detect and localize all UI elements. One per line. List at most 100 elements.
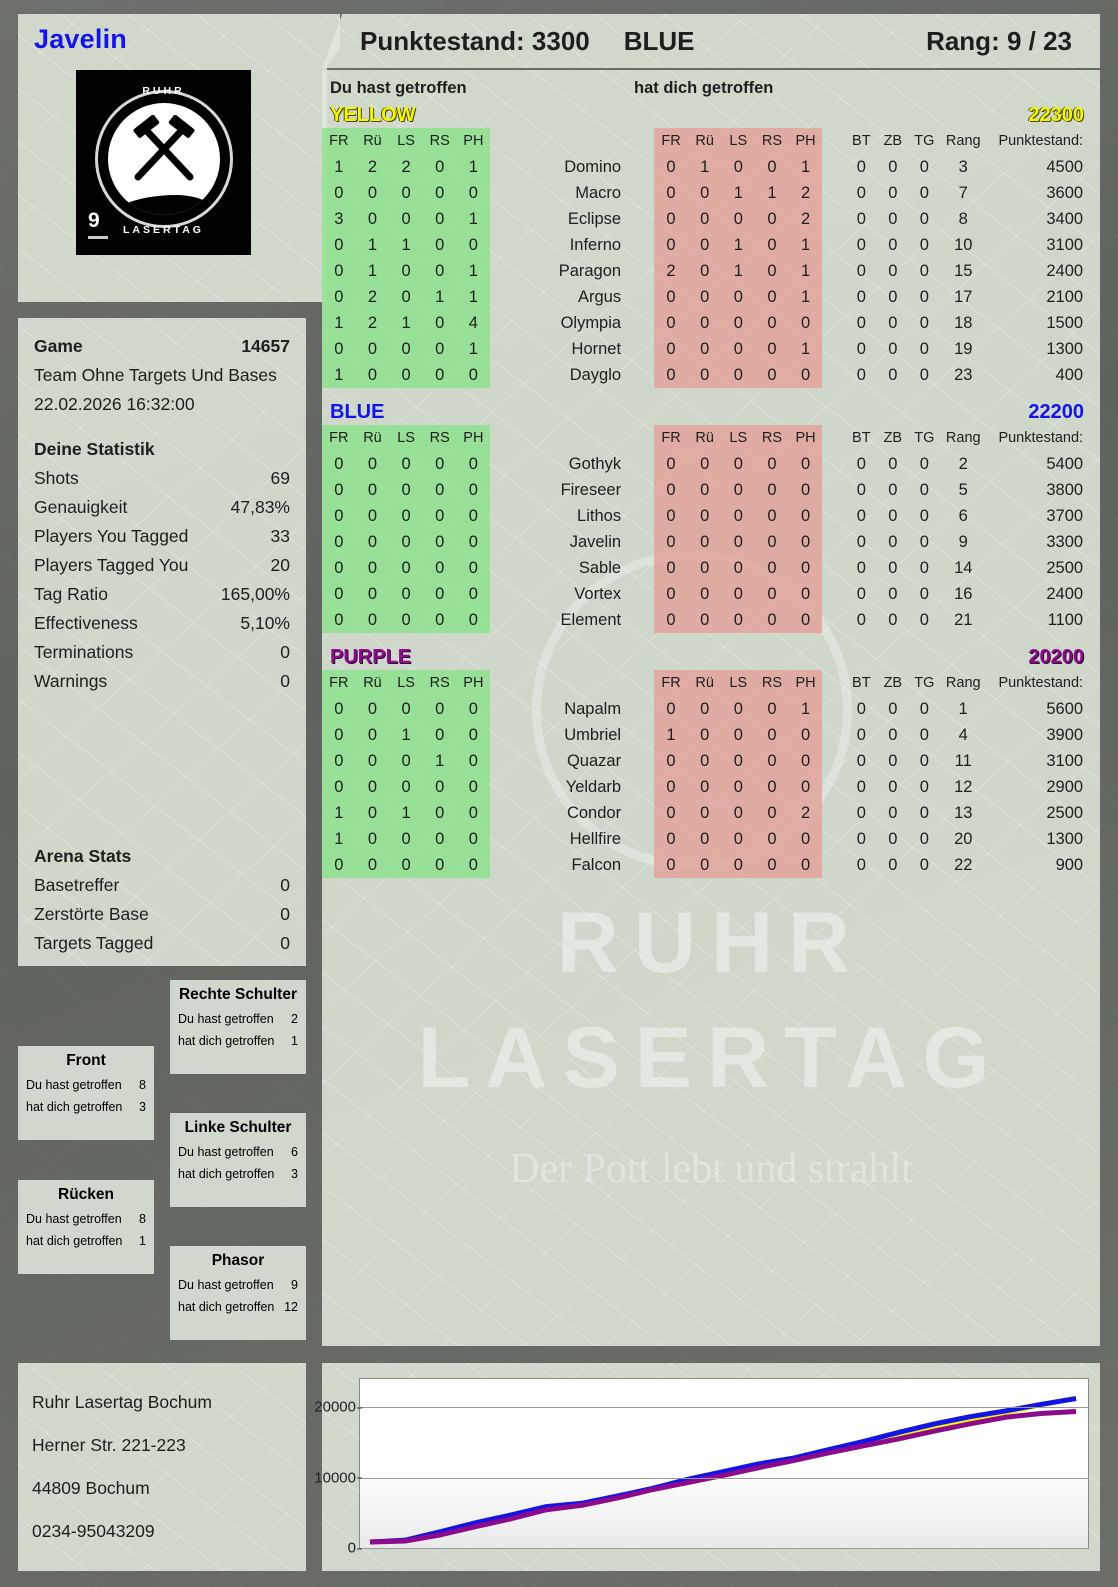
table-row[interactable]: 12104Olympia00000000181500: [322, 310, 1100, 336]
cell-got-RS: 0: [755, 258, 789, 284]
table-header-row: FRRüLSRSPHFRRüLSRSPHBTZBTGRangPunktestan…: [322, 425, 1100, 451]
table-row[interactable]: 00100Umbriel1000000043900: [322, 722, 1100, 748]
cell-rang: 6: [940, 503, 986, 529]
cell-rang: 12: [940, 774, 986, 800]
spacer: [1083, 310, 1100, 336]
cell-TG: 0: [909, 362, 941, 388]
cell-ZB: 0: [877, 852, 909, 878]
table-row[interactable]: 00000Sable00000000142500: [322, 555, 1100, 581]
cell-hit-PH: 1: [457, 206, 491, 232]
table-row[interactable]: 00000Javelin0000000093300: [322, 529, 1100, 555]
spacer: [822, 128, 845, 154]
zone-hit-you-value: 1: [291, 1030, 298, 1052]
cell-got-FR: 0: [654, 852, 688, 878]
cell-got-PH: 0: [789, 607, 823, 633]
cell-got-LS: 0: [721, 555, 755, 581]
table-row[interactable]: 10000Dayglo0000000023400: [322, 362, 1100, 388]
cell-got-PH: 1: [789, 232, 823, 258]
table-row[interactable]: 01001Paragon20101000152400: [322, 258, 1100, 284]
cell-points: 2100: [986, 284, 1083, 310]
cell-got-FR: 0: [654, 529, 688, 555]
cell-hit-FR: 1: [322, 310, 356, 336]
player-name: Olympia: [513, 310, 631, 336]
table-row[interactable]: 02011Argus00001000172100: [322, 284, 1100, 310]
report-page: Javelin RUHR LASERTAG 9 Punktestand: 330…: [0, 0, 1118, 1587]
table-row[interactable]: 00001Hornet00001000191300: [322, 336, 1100, 362]
table-header-row: FRRüLSRSPHFRRüLSRSPHBTZBTGRangPunktestan…: [322, 128, 1100, 154]
table-row[interactable]: 00000Lithos0000000063700: [322, 503, 1100, 529]
cell-ZB: 0: [877, 154, 909, 180]
cell-ZB: 0: [877, 607, 909, 633]
cell-got-FR: 2: [654, 258, 688, 284]
spacer: [631, 581, 654, 607]
table-row[interactable]: 00000Falcon0000000022900: [322, 852, 1100, 878]
cell-hit-FR: 0: [322, 503, 356, 529]
cell-hit-LS: 0: [389, 555, 423, 581]
spacer: [822, 800, 845, 826]
cell-hit-LS: 0: [389, 477, 423, 503]
table-row[interactable]: 30001Eclipse0000200083400: [322, 206, 1100, 232]
zone-hit-you-value: 3: [291, 1163, 298, 1185]
table-row[interactable]: 00000Macro0011200073600: [322, 180, 1100, 206]
cell-hit-LS: 0: [389, 180, 423, 206]
table-row[interactable]: 00000Yeldarb00000000122900: [322, 774, 1100, 800]
cell-got-FR: 0: [654, 555, 688, 581]
cell-points: 4500: [986, 154, 1083, 180]
cell-BT: 0: [846, 477, 878, 503]
cell-got-RS: 0: [755, 232, 789, 258]
cell-hit-FR: 0: [322, 180, 356, 206]
arena-list: Basetreffer0Zerstörte Base0Targets Tagge…: [34, 871, 290, 958]
cell-points: 900: [986, 852, 1083, 878]
table-row[interactable]: 00000Fireseer0000000053800: [322, 477, 1100, 503]
cell-hit-RS: 0: [423, 696, 457, 722]
cell-BT: 0: [846, 852, 878, 878]
cell-got-PH: 0: [789, 826, 823, 852]
col-hit-FR: FR: [322, 128, 356, 154]
spacer: [631, 503, 654, 529]
cell-hit-PH: 0: [457, 529, 491, 555]
cell-got-Rü: 0: [688, 284, 722, 310]
spacer: [1083, 258, 1100, 284]
stat-value: 0: [280, 638, 290, 667]
cell-hit-Rü: 0: [356, 748, 390, 774]
stat-row: Players You Tagged33: [34, 522, 290, 551]
cell-got-LS: 1: [721, 258, 755, 284]
zone-hit-you-value: 3: [139, 1096, 146, 1118]
col-got-PH: PH: [789, 670, 823, 696]
cell-points: 1300: [986, 826, 1083, 852]
table-row[interactable]: 00000Napalm0000100015600: [322, 696, 1100, 722]
arena-title: Arena Stats: [34, 842, 290, 871]
cell-got-RS: 0: [755, 284, 789, 310]
cell-hit-RS: 0: [423, 451, 457, 477]
spacer: [631, 826, 654, 852]
table-row[interactable]: 00000Vortex00000000162400: [322, 581, 1100, 607]
arena-stat-row: Zerstörte Base0: [34, 900, 290, 929]
table-row[interactable]: 00000Gothyk0000000025400: [322, 451, 1100, 477]
spacer: [1083, 425, 1100, 451]
arena-stat-row: Targets Tagged0: [34, 929, 290, 958]
table-row[interactable]: 00010Quazar00000000113100: [322, 748, 1100, 774]
spacer: [631, 232, 654, 258]
cell-got-Rü: 0: [688, 696, 722, 722]
cell-points: 2400: [986, 258, 1083, 284]
spacer: [822, 852, 845, 878]
cell-ZB: 0: [877, 310, 909, 336]
cell-hit-LS: 0: [389, 581, 423, 607]
zone-hit-you-label: hat dich getroffen: [178, 1163, 274, 1185]
cell-hit-Rü: 0: [356, 722, 390, 748]
spacer: [490, 362, 513, 388]
spacer: [631, 529, 654, 555]
player-name: Hellfire: [513, 826, 631, 852]
col-ZB: ZB: [877, 670, 909, 696]
cell-got-LS: 0: [721, 284, 755, 310]
table-row[interactable]: 12201Domino0100100034500: [322, 154, 1100, 180]
spacer: [631, 477, 654, 503]
table-row[interactable]: 01100Inferno00101000103100: [322, 232, 1100, 258]
spacer: [631, 696, 654, 722]
table-row[interactable]: 10100Condor00002000132500: [322, 800, 1100, 826]
stats-title-text: Deine Statistik: [34, 435, 155, 464]
table-row[interactable]: 10000Hellfire00000000201300: [322, 826, 1100, 852]
col-hit-FR: FR: [322, 670, 356, 696]
table-row[interactable]: 00000Element00000000211100: [322, 607, 1100, 633]
col-TG: TG: [909, 670, 941, 696]
